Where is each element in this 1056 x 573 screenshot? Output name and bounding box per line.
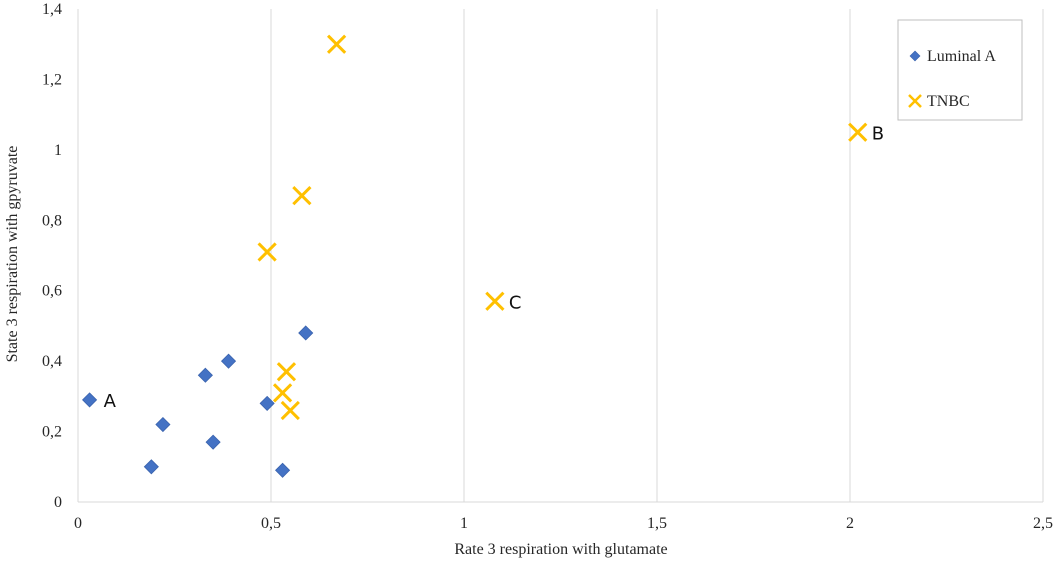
y-tick-label: 1,4 — [42, 1, 62, 18]
point-tnbc — [485, 291, 505, 311]
annotation-label: B — [872, 123, 884, 144]
point-luminal-a — [259, 395, 275, 411]
x-marker-stroke — [848, 122, 868, 142]
point-luminal-a — [220, 353, 237, 369]
legend-label: TNBC — [927, 93, 970, 110]
point-tnbc — [292, 186, 312, 206]
point-tnbc — [272, 383, 293, 403]
x-marker-stroke — [280, 400, 300, 421]
x-marker-stroke — [326, 34, 347, 54]
x-tick-label: 1,5 — [647, 515, 667, 532]
legend-marker-diamond — [909, 50, 921, 62]
annotation-label: A — [104, 391, 117, 412]
y-tick-label: 1,2 — [42, 71, 62, 88]
point-luminal-a — [143, 459, 159, 475]
point-luminal-a — [275, 462, 291, 478]
legend-marker-x — [908, 94, 922, 108]
legend: Luminal A TNBC — [897, 19, 1023, 121]
x-marker-stroke — [292, 186, 312, 206]
point-luminal-a — [298, 325, 314, 341]
y-axis-title: State 3 respiration with gpyruvate — [4, 146, 21, 363]
x-marker-stroke — [276, 362, 297, 382]
point-tnbc — [280, 400, 300, 421]
x-marker-stroke — [485, 291, 505, 311]
grid — [270, 9, 1044, 502]
y-tick-label: 0,8 — [42, 212, 62, 229]
point-luminal-a — [197, 367, 213, 383]
axes: 0 0,5 1 1,5 2 2,5 0 0,2 0,4 0,6 0,8 1 1,2 1,4 — [42, 1, 1053, 532]
y-tick-label: 0,6 — [42, 283, 62, 300]
x-marker-stroke — [272, 383, 293, 403]
annotation-label: C — [509, 292, 522, 313]
point-tnbc — [326, 34, 347, 54]
point-luminal-a — [155, 416, 171, 433]
x-axis-title: Rate 3 respiration with glutamate — [454, 541, 667, 558]
x-tick-label: 2 — [846, 515, 854, 532]
point-luminal-a — [205, 434, 221, 450]
x-tick-label: 0,5 — [261, 515, 281, 532]
x-tick-label: 2,5 — [1033, 515, 1053, 532]
x-marker-stroke — [257, 242, 277, 262]
point-tnbc — [257, 242, 277, 262]
point-luminal-a — [82, 392, 98, 408]
y-tick-label: 0 — [54, 494, 62, 511]
y-tick-label: 0,4 — [42, 353, 62, 370]
x-marker-stroke — [908, 94, 922, 108]
data-points — [82, 34, 868, 478]
y-tick-label: 1 — [54, 142, 62, 159]
x-tick-label: 0 — [74, 515, 82, 532]
point-tnbc — [848, 122, 868, 142]
y-tick-label: 0,2 — [42, 424, 62, 441]
x-tick-label: 1 — [460, 515, 468, 532]
point-tnbc — [276, 362, 297, 382]
annotations: A B C — [104, 123, 884, 412]
legend-label: Luminal A — [927, 48, 996, 65]
